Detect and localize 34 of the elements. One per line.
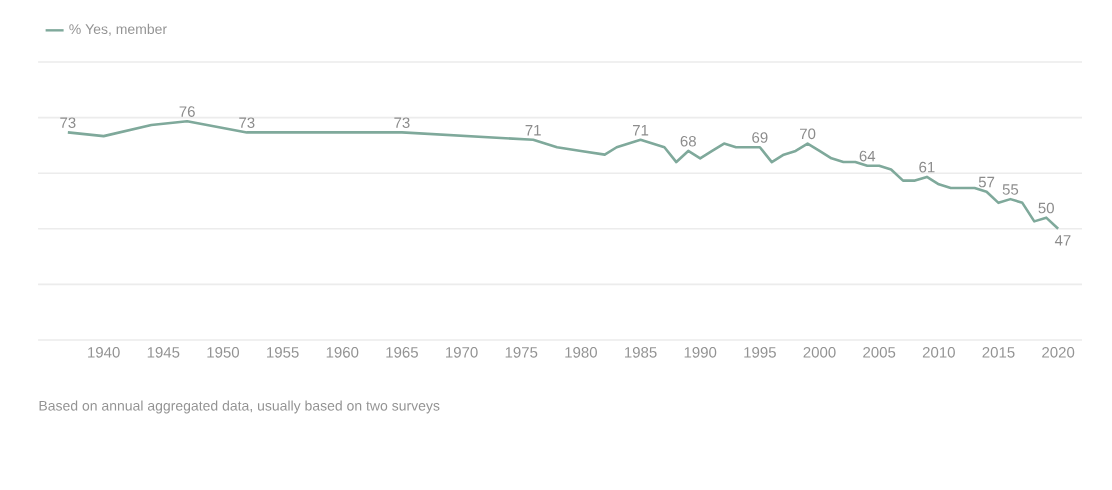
x-tick-label: 1975 bbox=[505, 347, 538, 358]
legend-label: % Yes, member bbox=[69, 23, 167, 36]
data-label: 71 bbox=[525, 125, 541, 136]
data-label: 73 bbox=[239, 117, 255, 129]
x-tick-label: 2020 bbox=[1042, 347, 1075, 358]
data-label: 70 bbox=[800, 128, 816, 140]
data-label: 64 bbox=[859, 150, 876, 162]
x-tick-label: 1985 bbox=[624, 347, 657, 358]
data-label: 47 bbox=[1054, 235, 1071, 246]
data-label: 50 bbox=[1038, 202, 1054, 214]
x-tick-label: 1950 bbox=[207, 347, 240, 358]
x-tick-label: 1980 bbox=[565, 347, 597, 358]
data-label: 76 bbox=[179, 106, 195, 117]
data-label: 55 bbox=[1002, 184, 1019, 195]
x-tick-label: 2010 bbox=[922, 347, 955, 358]
x-tick-label: 1990 bbox=[684, 347, 717, 358]
x-tick-label: 1995 bbox=[744, 347, 776, 358]
data-label: 57 bbox=[978, 176, 995, 188]
data-label: 68 bbox=[680, 135, 696, 147]
x-tick-label: 1965 bbox=[386, 347, 418, 358]
data-label: 71 bbox=[632, 125, 649, 136]
text: Based on annual aggregated data, usually based on two surveys bbox=[39, 400, 440, 414]
x-tick-label: 1955 bbox=[267, 347, 299, 358]
x-tick-label: 1960 bbox=[326, 347, 359, 358]
x-tick-label: 1945 bbox=[147, 347, 180, 358]
data-label: 61 bbox=[919, 161, 935, 173]
data-label: 73 bbox=[394, 117, 410, 129]
data-label: 69 bbox=[752, 132, 768, 143]
x-tick-label: 2000 bbox=[803, 347, 836, 358]
x-tick-label: 1970 bbox=[446, 347, 478, 358]
x-tick-label: 2015 bbox=[982, 347, 1015, 358]
x-tick-label: 1940 bbox=[88, 347, 120, 358]
data-label: 73 bbox=[60, 117, 76, 129]
x-tick-label: 2005 bbox=[863, 347, 896, 358]
